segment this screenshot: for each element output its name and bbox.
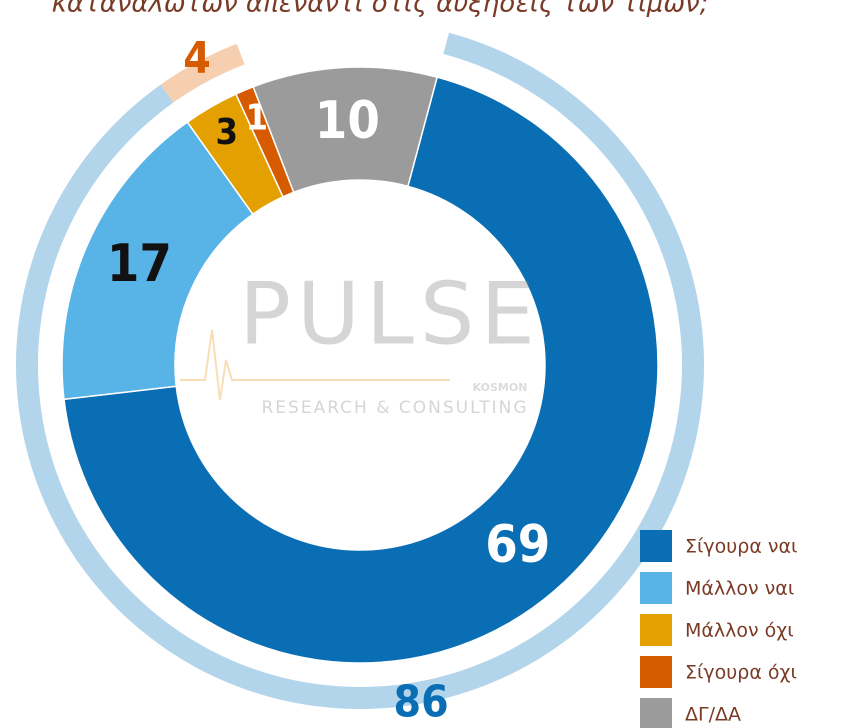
watermark-brand: PULSE: [239, 264, 541, 364]
data-label: 10: [315, 91, 380, 151]
data-label: 1: [245, 97, 268, 138]
legend-label: ΔΓ/ΔΑ: [685, 704, 741, 726]
legend-swatch: [640, 572, 672, 604]
legend-swatch: [640, 614, 672, 646]
donut-slice: [63, 76, 659, 664]
outer-arc: [160, 43, 245, 103]
outer-label: 4: [183, 33, 211, 84]
data-label: 69: [485, 515, 550, 575]
watermark: PULSE KOSMON RESEARCH & CONSULTING: [180, 264, 541, 418]
watermark-sub: RESEARCH & CONSULTING: [261, 398, 528, 418]
legend-swatch: [640, 656, 672, 688]
donut: [15, 32, 704, 710]
donut-slice: [252, 66, 439, 194]
watermark-tag: KOSMON: [473, 381, 528, 394]
legend-label: Σίγουρα ναι: [685, 536, 798, 558]
legend-label: Μάλλον όχι: [685, 620, 794, 642]
data-label: 3: [215, 112, 238, 153]
watermark-pulse: [180, 329, 450, 401]
data-label: 17: [107, 234, 172, 294]
legend-swatch: [640, 698, 672, 728]
donut-slice: [61, 121, 254, 401]
legend-label: Μάλλον ναι: [685, 578, 794, 600]
outer-label: 86: [394, 677, 449, 728]
legend-label: Σίγουρα όχι: [685, 662, 797, 684]
legend-swatch: [640, 530, 672, 562]
chart-title: καταναλωτών απέναντι στις αυξήσεις των τ…: [52, 0, 709, 19]
